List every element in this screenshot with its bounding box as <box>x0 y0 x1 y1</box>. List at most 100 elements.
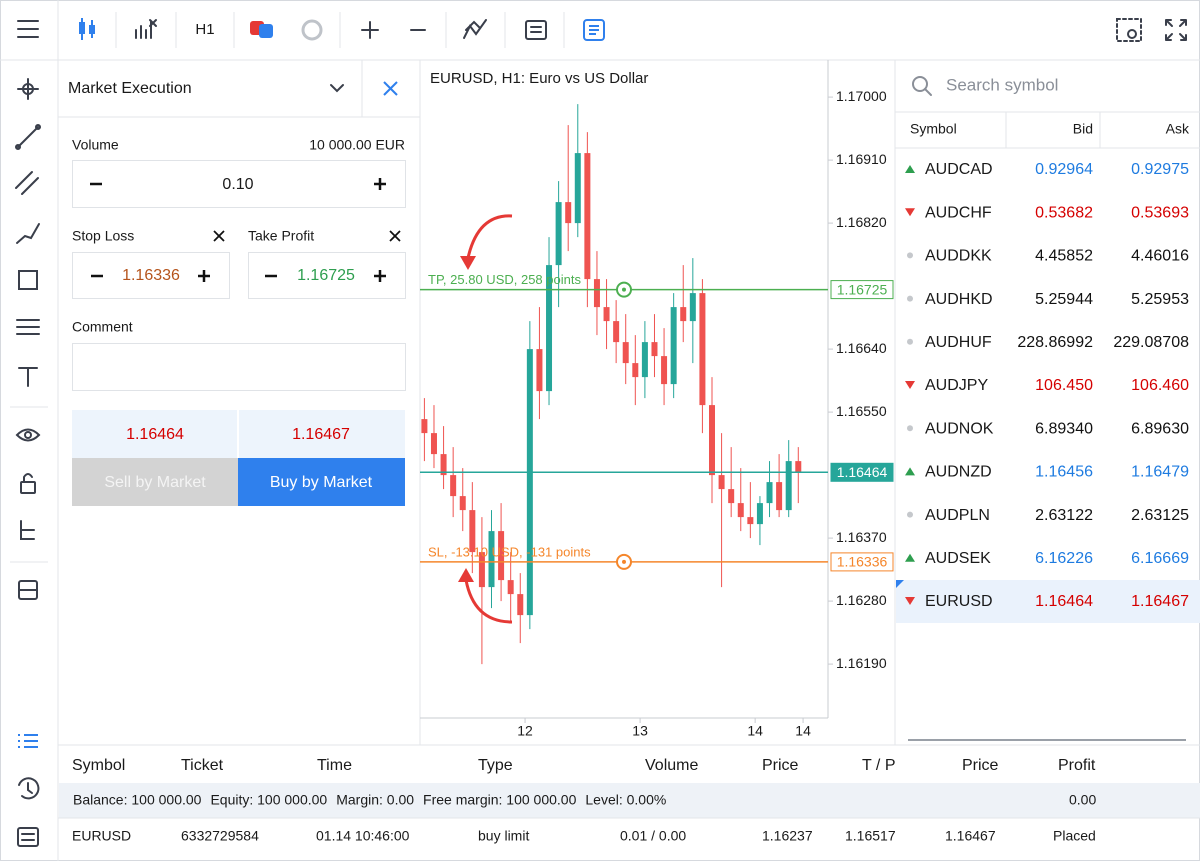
price-chart: EURUSD, H1: Euro vs US Dollar 1.17000 1.1… <box>420 60 894 739</box>
orders-header[interactable]: Volume <box>645 757 698 774</box>
candle-body <box>555 202 562 266</box>
symbol-ask: 229.08708 <box>1113 334 1189 351</box>
orders-header[interactable]: Profit <box>1058 757 1096 774</box>
bid-price: 1.16464 <box>126 426 184 443</box>
orders-header[interactable]: Price <box>962 757 999 774</box>
orders-table: Symbol Ticket Time Type Volume Price T / P Pric… <box>58 757 1200 844</box>
screenshot-button[interactable] <box>1116 18 1142 42</box>
candle-body <box>450 475 457 497</box>
history-toggle[interactable] <box>18 777 40 800</box>
selected-row <box>896 580 1200 623</box>
lock-tool[interactable] <box>20 473 36 494</box>
symbol-name[interactable]: AUDSEK <box>925 550 991 567</box>
order-cell: buy limit <box>478 828 529 844</box>
y-tick-label: 1.17000 <box>836 88 887 104</box>
mode-dropdown[interactable] <box>330 84 344 93</box>
fibonacci-tool[interactable] <box>16 319 40 335</box>
order-cell: 1.16517 <box>845 828 896 844</box>
x-tick-label: 14 <box>795 723 811 739</box>
autotrading-button[interactable] <box>301 19 323 41</box>
orders-toggle[interactable] <box>18 734 38 748</box>
zoom-in-button[interactable] <box>361 21 379 39</box>
channel-tool[interactable] <box>15 171 39 195</box>
order-cell: 6332729584 <box>181 828 259 844</box>
close-panel[interactable] <box>383 81 398 96</box>
shape-tool[interactable] <box>18 270 38 290</box>
candle-body <box>536 349 543 392</box>
candle-body <box>488 531 495 588</box>
symbol-ask: 106.460 <box>1131 377 1189 394</box>
direction-up <box>905 467 915 476</box>
trade-button[interactable] <box>250 21 273 38</box>
ask-header[interactable]: Ask <box>1166 121 1190 137</box>
symbol-name[interactable]: AUDDKK <box>925 248 992 265</box>
symbol-name[interactable]: AUDPLN <box>925 507 990 524</box>
objects-button[interactable] <box>463 19 487 39</box>
candle-body <box>641 342 648 378</box>
text-tool[interactable] <box>18 367 38 387</box>
search-icon <box>912 76 932 96</box>
symbol-ask: 1.16467 <box>1131 593 1189 610</box>
candle-body <box>632 363 639 378</box>
orders-header[interactable]: Type <box>478 757 513 774</box>
buy-button[interactable] <box>238 458 405 506</box>
stop-loss-clear[interactable] <box>213 230 225 242</box>
symbol-header[interactable]: Symbol <box>910 121 957 137</box>
sell-button[interactable] <box>72 458 238 506</box>
take-profit-increase[interactable] <box>374 270 386 282</box>
symbol-name[interactable]: AUDCHF <box>925 204 992 221</box>
symbol-name[interactable]: AUDNZD <box>925 464 992 481</box>
y-tick-label: 1.16280 <box>836 592 887 608</box>
trendline-tool[interactable] <box>15 124 41 150</box>
timeframe-button[interactable]: H1 <box>195 21 214 38</box>
symbol-bid: 1.16456 <box>1035 464 1093 481</box>
stop-loss-handle-dot <box>622 559 626 564</box>
sell-button-label[interactable]: Sell by Market <box>104 474 206 491</box>
orders-header[interactable]: Price <box>762 757 799 774</box>
comment-input[interactable] <box>72 343 406 391</box>
indicators-button[interactable] <box>135 19 157 39</box>
orders-header[interactable]: Time <box>317 757 352 774</box>
candle-body <box>613 321 620 343</box>
visibility-tool[interactable] <box>15 428 41 442</box>
take-profit-text: TP, 25.80 USD, 258 points <box>428 272 581 287</box>
symbol-name[interactable]: AUDJPY <box>925 377 988 394</box>
volume-increase[interactable] <box>374 178 386 190</box>
symbol-name[interactable]: AUDHUF <box>925 334 992 351</box>
orders-header[interactable]: Ticket <box>181 757 224 774</box>
symbol-bid: 228.86992 <box>1017 334 1093 351</box>
take-profit-handle-dot <box>622 287 626 292</box>
symbol-name[interactable]: AUDHKD <box>925 291 993 308</box>
stop-loss-increase[interactable] <box>198 270 210 282</box>
y-tick-label: 1.16820 <box>836 214 887 230</box>
bid-header[interactable]: Bid <box>1073 121 1093 137</box>
candles-button[interactable] <box>79 18 95 40</box>
orders-header[interactable]: Symbol <box>72 757 125 774</box>
symbol-name[interactable]: AUDNOK <box>925 420 994 437</box>
volume-input-value: 0.10 <box>222 176 253 193</box>
take-profit-clear[interactable] <box>389 230 401 242</box>
symbol-name[interactable]: EURUSD <box>925 593 993 610</box>
buy-button-label[interactable]: Buy by Market <box>270 474 373 491</box>
symbol-name[interactable]: AUDCAD <box>925 161 993 178</box>
candle-body <box>651 342 658 357</box>
fullscreen-button[interactable] <box>1165 19 1187 41</box>
order-panel: Market Execution Volume 10 000.00 EUR 0.… <box>58 60 420 506</box>
layers-tool[interactable] <box>18 580 38 600</box>
objects-tree[interactable] <box>20 520 35 540</box>
candle-body <box>478 552 485 588</box>
orders-header[interactable]: T / P <box>862 757 896 774</box>
volume-input[interactable] <box>72 160 406 208</box>
path-tool[interactable] <box>16 223 40 244</box>
candle-body <box>574 153 581 224</box>
symbol-ask: 2.63125 <box>1131 507 1189 524</box>
crosshair-tool[interactable] <box>17 78 39 100</box>
journal-toggle[interactable] <box>17 827 39 847</box>
calendar-button[interactable] <box>525 20 547 40</box>
search-input[interactable]: Search symbol <box>946 75 1058 94</box>
order-button[interactable] <box>583 19 605 41</box>
menu-button[interactable] <box>17 20 39 38</box>
symbol-bid: 6.89340 <box>1035 420 1093 437</box>
account-summary: Balance: 100 000.00 <box>73 792 202 808</box>
